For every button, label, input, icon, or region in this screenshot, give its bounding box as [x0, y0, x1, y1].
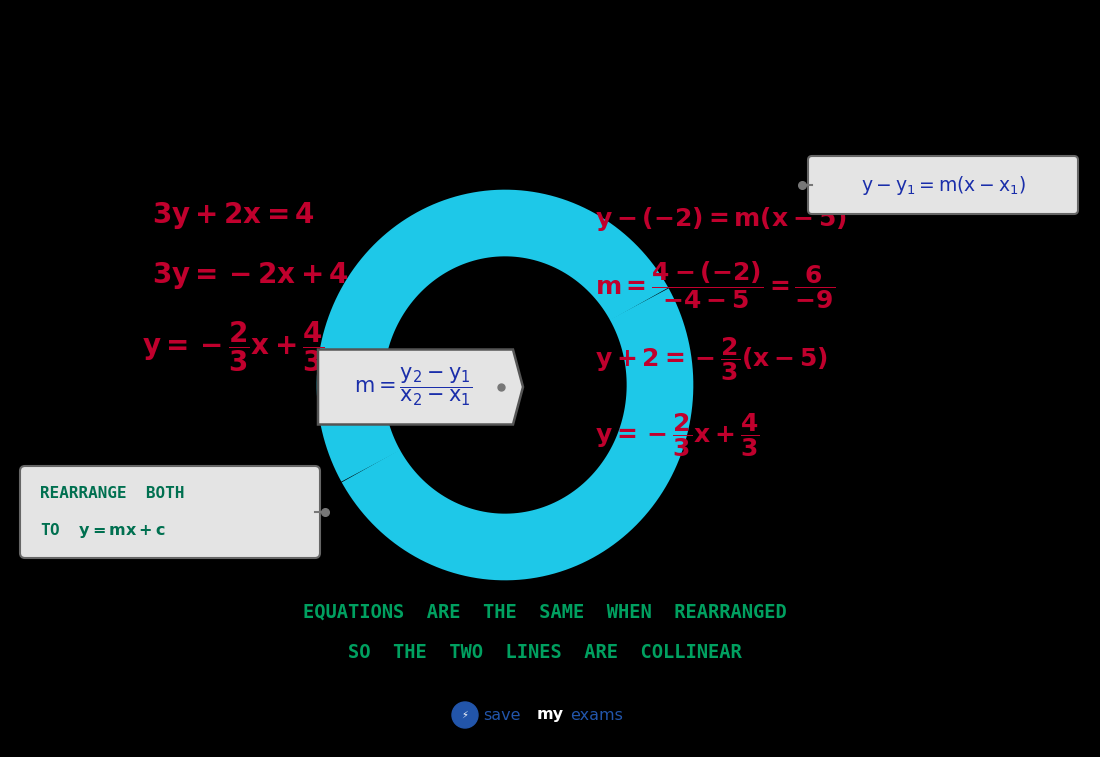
Text: $\mathbf{3y=-2x+4}$: $\mathbf{3y=-2x+4}$	[152, 260, 349, 291]
Text: SO  THE  TWO  LINES  ARE  COLLINEAR: SO THE TWO LINES ARE COLLINEAR	[348, 643, 741, 662]
FancyBboxPatch shape	[808, 156, 1078, 214]
Text: $\mathbf{3y+2x=4}$: $\mathbf{3y+2x=4}$	[152, 200, 315, 230]
Text: $\mathbf{y=-\dfrac{2}{3}x+\dfrac{4}{3}}$: $\mathbf{y=-\dfrac{2}{3}x+\dfrac{4}{3}}$	[595, 411, 759, 459]
Text: $\mathbf{y+2=-\dfrac{2}{3}(x-5)}$: $\mathbf{y+2=-\dfrac{2}{3}(x-5)}$	[595, 335, 828, 383]
Text: $\mathrm{m=\dfrac{y_2-y_1}{x_2-x_1}}$: $\mathrm{m=\dfrac{y_2-y_1}{x_2-x_1}}$	[354, 366, 472, 408]
Text: REARRANGE  BOTH: REARRANGE BOTH	[40, 485, 185, 500]
Circle shape	[452, 702, 478, 728]
Text: $\mathrm{y-y_1=m(x-x_1)}$: $\mathrm{y-y_1=m(x-x_1)}$	[860, 173, 1025, 197]
Text: my: my	[537, 708, 564, 722]
Text: $\mathbf{y-(-2)=m(x-5)}$: $\mathbf{y-(-2)=m(x-5)}$	[595, 205, 847, 233]
Text: $\mathbf{m=\dfrac{4-(-2)}{-4-5}=\dfrac{6}{-9}}$: $\mathbf{m=\dfrac{4-(-2)}{-4-5}=\dfrac{6…	[595, 259, 835, 311]
Polygon shape	[318, 350, 522, 425]
Text: ⚡: ⚡	[462, 710, 469, 720]
Text: TO  $\mathbf{y=mx+c}$: TO $\mathbf{y=mx+c}$	[40, 522, 166, 540]
FancyBboxPatch shape	[20, 466, 320, 558]
Text: $\mathbf{y=-\dfrac{2}{3}x+\dfrac{4}{3}}$: $\mathbf{y=-\dfrac{2}{3}x+\dfrac{4}{3}}$	[142, 319, 324, 375]
Text: save: save	[483, 708, 520, 722]
Text: EQUATIONS  ARE  THE  SAME  WHEN  REARRANGED: EQUATIONS ARE THE SAME WHEN REARRANGED	[304, 603, 786, 621]
Text: exams: exams	[570, 708, 623, 722]
